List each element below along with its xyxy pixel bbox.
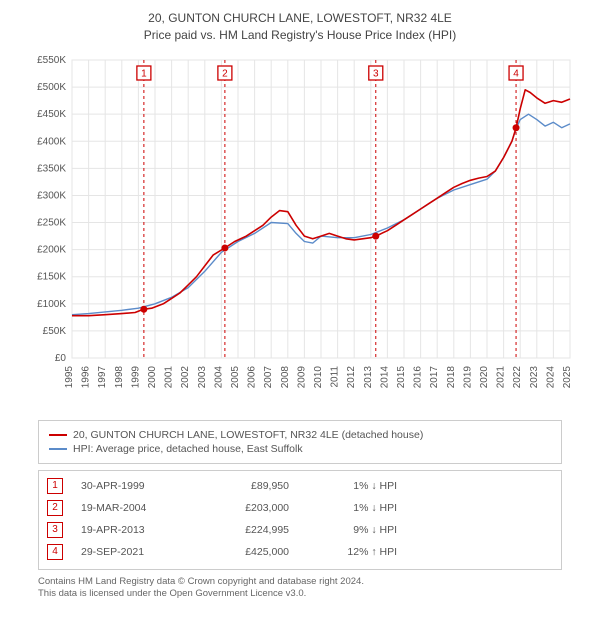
svg-text:2025: 2025: [562, 365, 573, 388]
svg-text:2016: 2016: [413, 365, 424, 388]
tx-date: 19-APR-2013: [81, 524, 191, 536]
svg-text:£300K: £300K: [37, 190, 66, 201]
svg-text:1999: 1999: [130, 365, 141, 388]
chart-title-block: 20, GUNTON CHURCH LANE, LOWESTOFT, NR32 …: [10, 10, 590, 44]
svg-text:2004: 2004: [213, 365, 224, 388]
legend-row-hpi: HPI: Average price, detached house, East…: [49, 443, 551, 455]
chart-container: £0 £50K £100K £150K £200K £250K £300K £350K £400…: [20, 52, 580, 412]
transaction-row: 3 19-APR-2013 £224,995 9% ↓ HPI: [47, 519, 553, 541]
tx-marker: 1: [47, 478, 63, 494]
transactions-table: 1 30-APR-1999 £89,950 1% ↓ HPI 2 19-MAR-2004 £…: [38, 470, 562, 570]
transaction-row: 2 19-MAR-2004 £203,000 1% ↓ HPI: [47, 497, 553, 519]
tx-marker: 4: [47, 544, 63, 560]
svg-text:£550K: £550K: [37, 55, 66, 66]
tx-date: 29-SEP-2021: [81, 546, 191, 558]
legend-label-hpi: HPI: Average price, detached house, East…: [73, 443, 303, 455]
svg-text:2021: 2021: [496, 365, 507, 388]
svg-text:2009: 2009: [296, 365, 307, 388]
tx-delta: 9% ↓ HPI: [307, 524, 397, 536]
svg-text:2003: 2003: [197, 365, 208, 388]
legend-label-subject: 20, GUNTON CHURCH LANE, LOWESTOFT, NR32 …: [73, 429, 423, 441]
tx-date: 19-MAR-2004: [81, 502, 191, 514]
legend-swatch-subject: [49, 434, 67, 436]
svg-text:1995: 1995: [64, 365, 75, 388]
svg-text:£400K: £400K: [37, 136, 66, 147]
svg-text:£200K: £200K: [37, 244, 66, 255]
svg-text:2005: 2005: [230, 365, 241, 388]
svg-text:3: 3: [373, 68, 379, 79]
svg-text:2001: 2001: [164, 365, 175, 388]
svg-text:2000: 2000: [147, 365, 158, 388]
svg-text:2010: 2010: [313, 365, 324, 388]
tx-price: £203,000: [209, 502, 289, 514]
legend: 20, GUNTON CHURCH LANE, LOWESTOFT, NR32 …: [38, 420, 562, 464]
tx-price: £89,950: [209, 480, 289, 492]
svg-text:£150K: £150K: [37, 271, 66, 282]
svg-text:£500K: £500K: [37, 82, 66, 93]
svg-text:2019: 2019: [462, 365, 473, 388]
svg-text:£100K: £100K: [37, 298, 66, 309]
tx-marker: 3: [47, 522, 63, 538]
svg-text:2014: 2014: [379, 365, 390, 388]
svg-text:£250K: £250K: [37, 217, 66, 228]
svg-text:2020: 2020: [479, 365, 490, 388]
svg-text:2015: 2015: [396, 365, 407, 388]
svg-text:£350K: £350K: [37, 163, 66, 174]
svg-text:2011: 2011: [330, 365, 341, 387]
transaction-row: 1 30-APR-1999 £89,950 1% ↓ HPI: [47, 475, 553, 497]
svg-text:1996: 1996: [81, 365, 92, 388]
svg-text:2002: 2002: [180, 365, 191, 388]
svg-text:2018: 2018: [446, 365, 457, 388]
svg-text:2024: 2024: [545, 365, 556, 388]
svg-text:£50K: £50K: [43, 326, 67, 337]
legend-swatch-hpi: [49, 448, 67, 450]
svg-text:1998: 1998: [114, 365, 125, 388]
price-chart: £0 £50K £100K £150K £200K £250K £300K £350K £400…: [20, 52, 580, 412]
svg-text:£0: £0: [55, 353, 67, 364]
title-line-2: Price paid vs. HM Land Registry's House …: [10, 27, 590, 44]
legend-row-subject: 20, GUNTON CHURCH LANE, LOWESTOFT, NR32 …: [49, 429, 551, 441]
tx-delta: 1% ↓ HPI: [307, 480, 397, 492]
svg-text:2022: 2022: [512, 365, 523, 388]
svg-text:2013: 2013: [363, 365, 374, 388]
svg-text:1: 1: [141, 68, 147, 79]
attribution-line-1: Contains HM Land Registry data © Crown c…: [38, 576, 562, 588]
svg-text:2017: 2017: [429, 365, 440, 388]
tx-price: £425,000: [209, 546, 289, 558]
svg-text:2006: 2006: [247, 365, 258, 388]
transaction-row: 4 29-SEP-2021 £425,000 12% ↑ HPI: [47, 541, 553, 563]
svg-text:4: 4: [513, 68, 519, 79]
tx-delta: 12% ↑ HPI: [307, 546, 397, 558]
tx-date: 30-APR-1999: [81, 480, 191, 492]
tx-price: £224,995: [209, 524, 289, 536]
svg-text:2008: 2008: [280, 365, 291, 388]
tx-delta: 1% ↓ HPI: [307, 502, 397, 514]
title-line-1: 20, GUNTON CHURCH LANE, LOWESTOFT, NR32 …: [10, 10, 590, 27]
svg-text:2007: 2007: [263, 365, 274, 388]
svg-text:2012: 2012: [346, 365, 357, 388]
attribution: Contains HM Land Registry data © Crown c…: [38, 576, 562, 601]
tx-marker: 2: [47, 500, 63, 516]
attribution-line-2: This data is licensed under the Open Gov…: [38, 588, 562, 600]
svg-text:2: 2: [222, 68, 228, 79]
svg-text:£450K: £450K: [37, 109, 66, 120]
svg-text:1997: 1997: [97, 365, 108, 388]
svg-text:2023: 2023: [529, 365, 540, 388]
